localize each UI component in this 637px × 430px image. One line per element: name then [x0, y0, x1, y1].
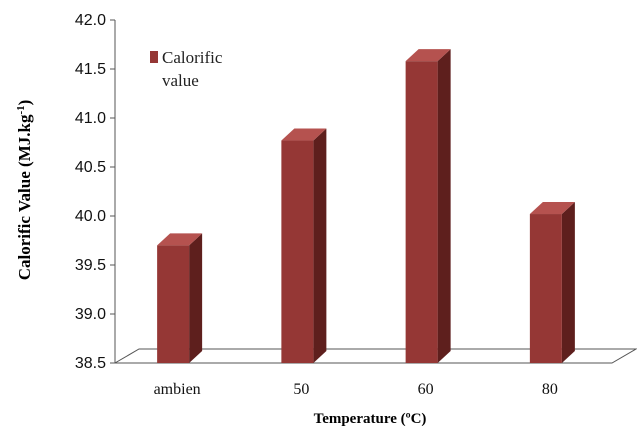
bar-60	[405, 49, 451, 363]
legend-label-line2: value	[162, 71, 199, 90]
legend: Calorific value	[150, 48, 223, 90]
y-tick-label: 41.5	[75, 61, 106, 78]
bar-side	[313, 128, 327, 363]
bar-side	[189, 233, 203, 363]
y-tick-label: 38.5	[75, 355, 106, 372]
bar-top	[529, 202, 575, 215]
bar-80	[529, 202, 575, 363]
y-tick-label: 39.5	[75, 257, 106, 274]
bar-front	[405, 61, 438, 363]
legend-swatch	[150, 51, 158, 63]
legend-label-line1: Calorific	[162, 48, 223, 67]
y-tick-label: 40.0	[75, 208, 106, 225]
y-tick-label: 41.0	[75, 110, 106, 127]
bar-front	[157, 245, 190, 363]
bar-front	[281, 140, 314, 363]
x-tick-label: 80	[542, 381, 558, 398]
x-tick-label: ambien	[154, 381, 201, 398]
bar-50	[281, 128, 327, 363]
bar-side	[437, 49, 451, 363]
bar-side	[561, 202, 575, 363]
y-axis-title: Calorific Value (MJ.kg-1)	[15, 100, 34, 281]
chart-floor	[113, 348, 637, 364]
x-axis-title: Temperature (ºC)	[314, 411, 427, 427]
y-tick-label: 42.0	[75, 12, 106, 29]
x-tick-label: 50	[293, 381, 309, 398]
bar-front	[529, 214, 562, 363]
x-tick-label: 60	[418, 381, 434, 398]
bar-top	[157, 233, 203, 246]
bar-top	[281, 128, 327, 141]
y-tick-label: 39.0	[75, 306, 106, 323]
bar-ambien	[157, 233, 203, 363]
bar-top	[405, 49, 451, 62]
y-tick-label: 40.5	[75, 159, 106, 176]
